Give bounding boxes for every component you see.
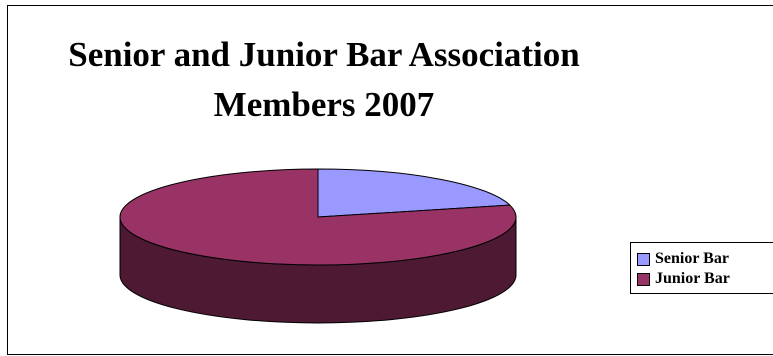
legend-item-junior-bar: Junior Bar (637, 270, 730, 288)
legend-swatch-junior-bar (637, 272, 650, 286)
legend-label-junior-bar: Junior Bar (655, 270, 730, 287)
legend: Senior Bar Junior Bar (630, 242, 773, 294)
chart-title: Senior and Junior Bar Association Member… (8, 30, 640, 130)
legend-item-senior-bar: Senior Bar (637, 250, 729, 268)
legend-label-senior-bar: Senior Bar (655, 250, 729, 267)
pie-slice-senior-bar (317, 168, 511, 218)
pie-plot (119, 168, 517, 324)
pie-slice-junior-bar (119, 168, 517, 266)
chart-title-line-1: Senior and Junior Bar Association (68, 35, 580, 74)
chart-area: Senior and Junior Bar Association Member… (7, 5, 773, 355)
chart-title-line-2: Members 2007 (213, 85, 435, 124)
legend-swatch-senior-bar (637, 252, 650, 266)
